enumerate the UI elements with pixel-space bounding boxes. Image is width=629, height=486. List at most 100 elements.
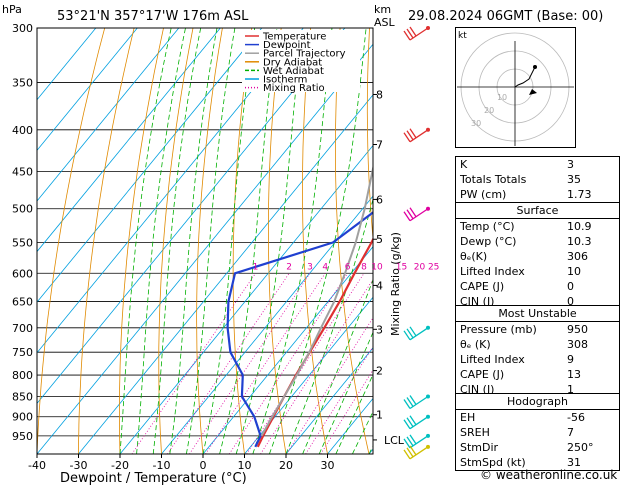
wet-adiabat-line [152,28,202,454]
mixing-ratio-line [320,369,373,454]
most-unstable-row: Lifted Index 9 [456,352,619,367]
isotherm-line [78,94,373,454]
wind-barb-flag [409,445,417,456]
legend-background [242,30,360,92]
hodograph-param-label: StmSpd (kt) [460,456,526,469]
isotherm-line [37,28,97,101]
dry-adiabat-line [158,28,194,454]
isotherm-line [37,28,221,253]
hodograph-param-row: EH -56 [456,410,619,425]
surface-panel: Surface Temp (°C) 10.9 Dewp (°C) 10.3 θₑ(K) 3… [455,202,620,310]
wind-barb-flag [409,395,417,405]
mixing-ratio-tick-label: 6 [345,262,351,272]
pressure-tick-label: 650 [12,296,33,309]
mixing-ratio-line [228,273,348,454]
hodograph-param-value: -56 [567,411,585,424]
hodograph-ring-label: 20 [484,106,494,115]
wind-barb-staff [409,446,429,460]
storm-motion-arrow-icon [529,89,537,95]
wet-adiabat-line [335,373,373,454]
mixing-ratio-line [286,317,373,454]
wind-barb-flag [406,397,414,407]
most-unstable-row: CIN (J) 1 [456,382,619,397]
surface-value: 10.3 [567,235,592,248]
mixing-ratio-tick-label: 10 [371,262,383,272]
most-unstable-row: CAPE (J) 13 [456,367,619,382]
surface-label: Temp (°C) [460,220,515,233]
pressure-tick-label: 800 [12,369,33,382]
wet-adiabat-line [219,28,278,454]
hodograph-ring-label: 10 [497,93,507,102]
wind-barb-icon [403,414,430,430]
x-tick-label: -10 [153,459,171,472]
hodograph-param-value: 250° [567,441,594,454]
wind-barb-staff [409,395,429,410]
wind-barb-flag [403,330,411,341]
site-link[interactable]: weatheronline.co.uk [495,468,618,482]
plot-grid [37,28,373,454]
mixing-ratio-tick-label: 25 [428,262,439,272]
surface-value: 0 [567,280,574,293]
km-unit-label: km [374,3,391,16]
wind-barb-dot [426,127,430,132]
legend-label: Dry Adiabat [263,57,322,68]
mixing-ratio-line [305,345,373,454]
pressure-tick-label: 350 [12,77,33,90]
hodograph-trace [514,66,536,88]
pressure-tick-label: 950 [12,430,33,443]
isotherm-line [37,28,138,151]
legend-label: Wet Adiabat [263,66,324,77]
hodograph-param-value: 31 [567,456,581,469]
dry-adiabat-line [334,28,370,454]
hodograph-params-panel: Hodograph EH -56 SREH 7 StmDir 250° StmSpd (kt… [455,393,620,471]
wind-barb-flag [406,209,414,220]
plot-frame [36,27,374,455]
surface-row: Lifted Index 10 [456,264,619,279]
wind-barb-icon [403,127,430,143]
surface-value: 306 [567,250,588,263]
surface-title: Surface [456,203,619,219]
x-tick-label: -40 [28,459,46,472]
wind-barb-staff [409,327,429,341]
dry-adiabat-line [78,28,135,454]
wet-adiabat-line [136,28,186,454]
wet-adiabat-line [302,278,373,454]
pressure-tick-label: 500 [12,203,33,216]
pressure-tick-label: 550 [12,236,33,249]
wind-barb-flag [403,132,411,143]
wind-barb-dot [426,394,430,399]
wet-adiabat-line [235,28,303,454]
wind-barb-staff [409,208,429,222]
hodograph-param-row: SREH 7 [456,425,619,440]
isotherm-line [37,28,263,303]
x-tick-label: -30 [70,459,88,472]
pressure-tick-label: 600 [12,267,33,280]
hodograph-unit-label: kt [458,31,467,41]
most-unstable-value: 1 [567,383,574,396]
precipitable-water-row: PW (cm) 1.73 [460,188,592,201]
x-axis-label: Dewpoint / Temperature (°C) [60,471,247,486]
dewpoint-profile [226,211,373,448]
isotherm-line [37,28,346,405]
wind-barbs [403,26,430,460]
dry-adiabat-line [232,28,253,454]
legend-label: Mixing Ratio [263,83,325,94]
plot-axes: 1 2 3 4 6 8 10 15 20 2530035040045050055060065070… [12,22,439,472]
wind-barb-icon [403,394,430,410]
wind-barb-icon [403,206,430,222]
most-unstable-label: Pressure (mb) [460,323,537,336]
wind-barb-icon [403,444,430,460]
wind-barb-flag [409,415,417,426]
wind-barb-staff [409,435,429,449]
surface-label: Dewp (°C) [460,235,517,248]
surface-value: 10.9 [567,220,592,233]
datetime-title: 29.08.2024 06GMT (Base: 00) [408,9,603,24]
wind-barb-flag [409,326,417,337]
wet-adiabat-line [285,197,373,454]
km-tick-label: 5 [376,233,383,246]
asl-unit-label: ASL [374,16,396,29]
